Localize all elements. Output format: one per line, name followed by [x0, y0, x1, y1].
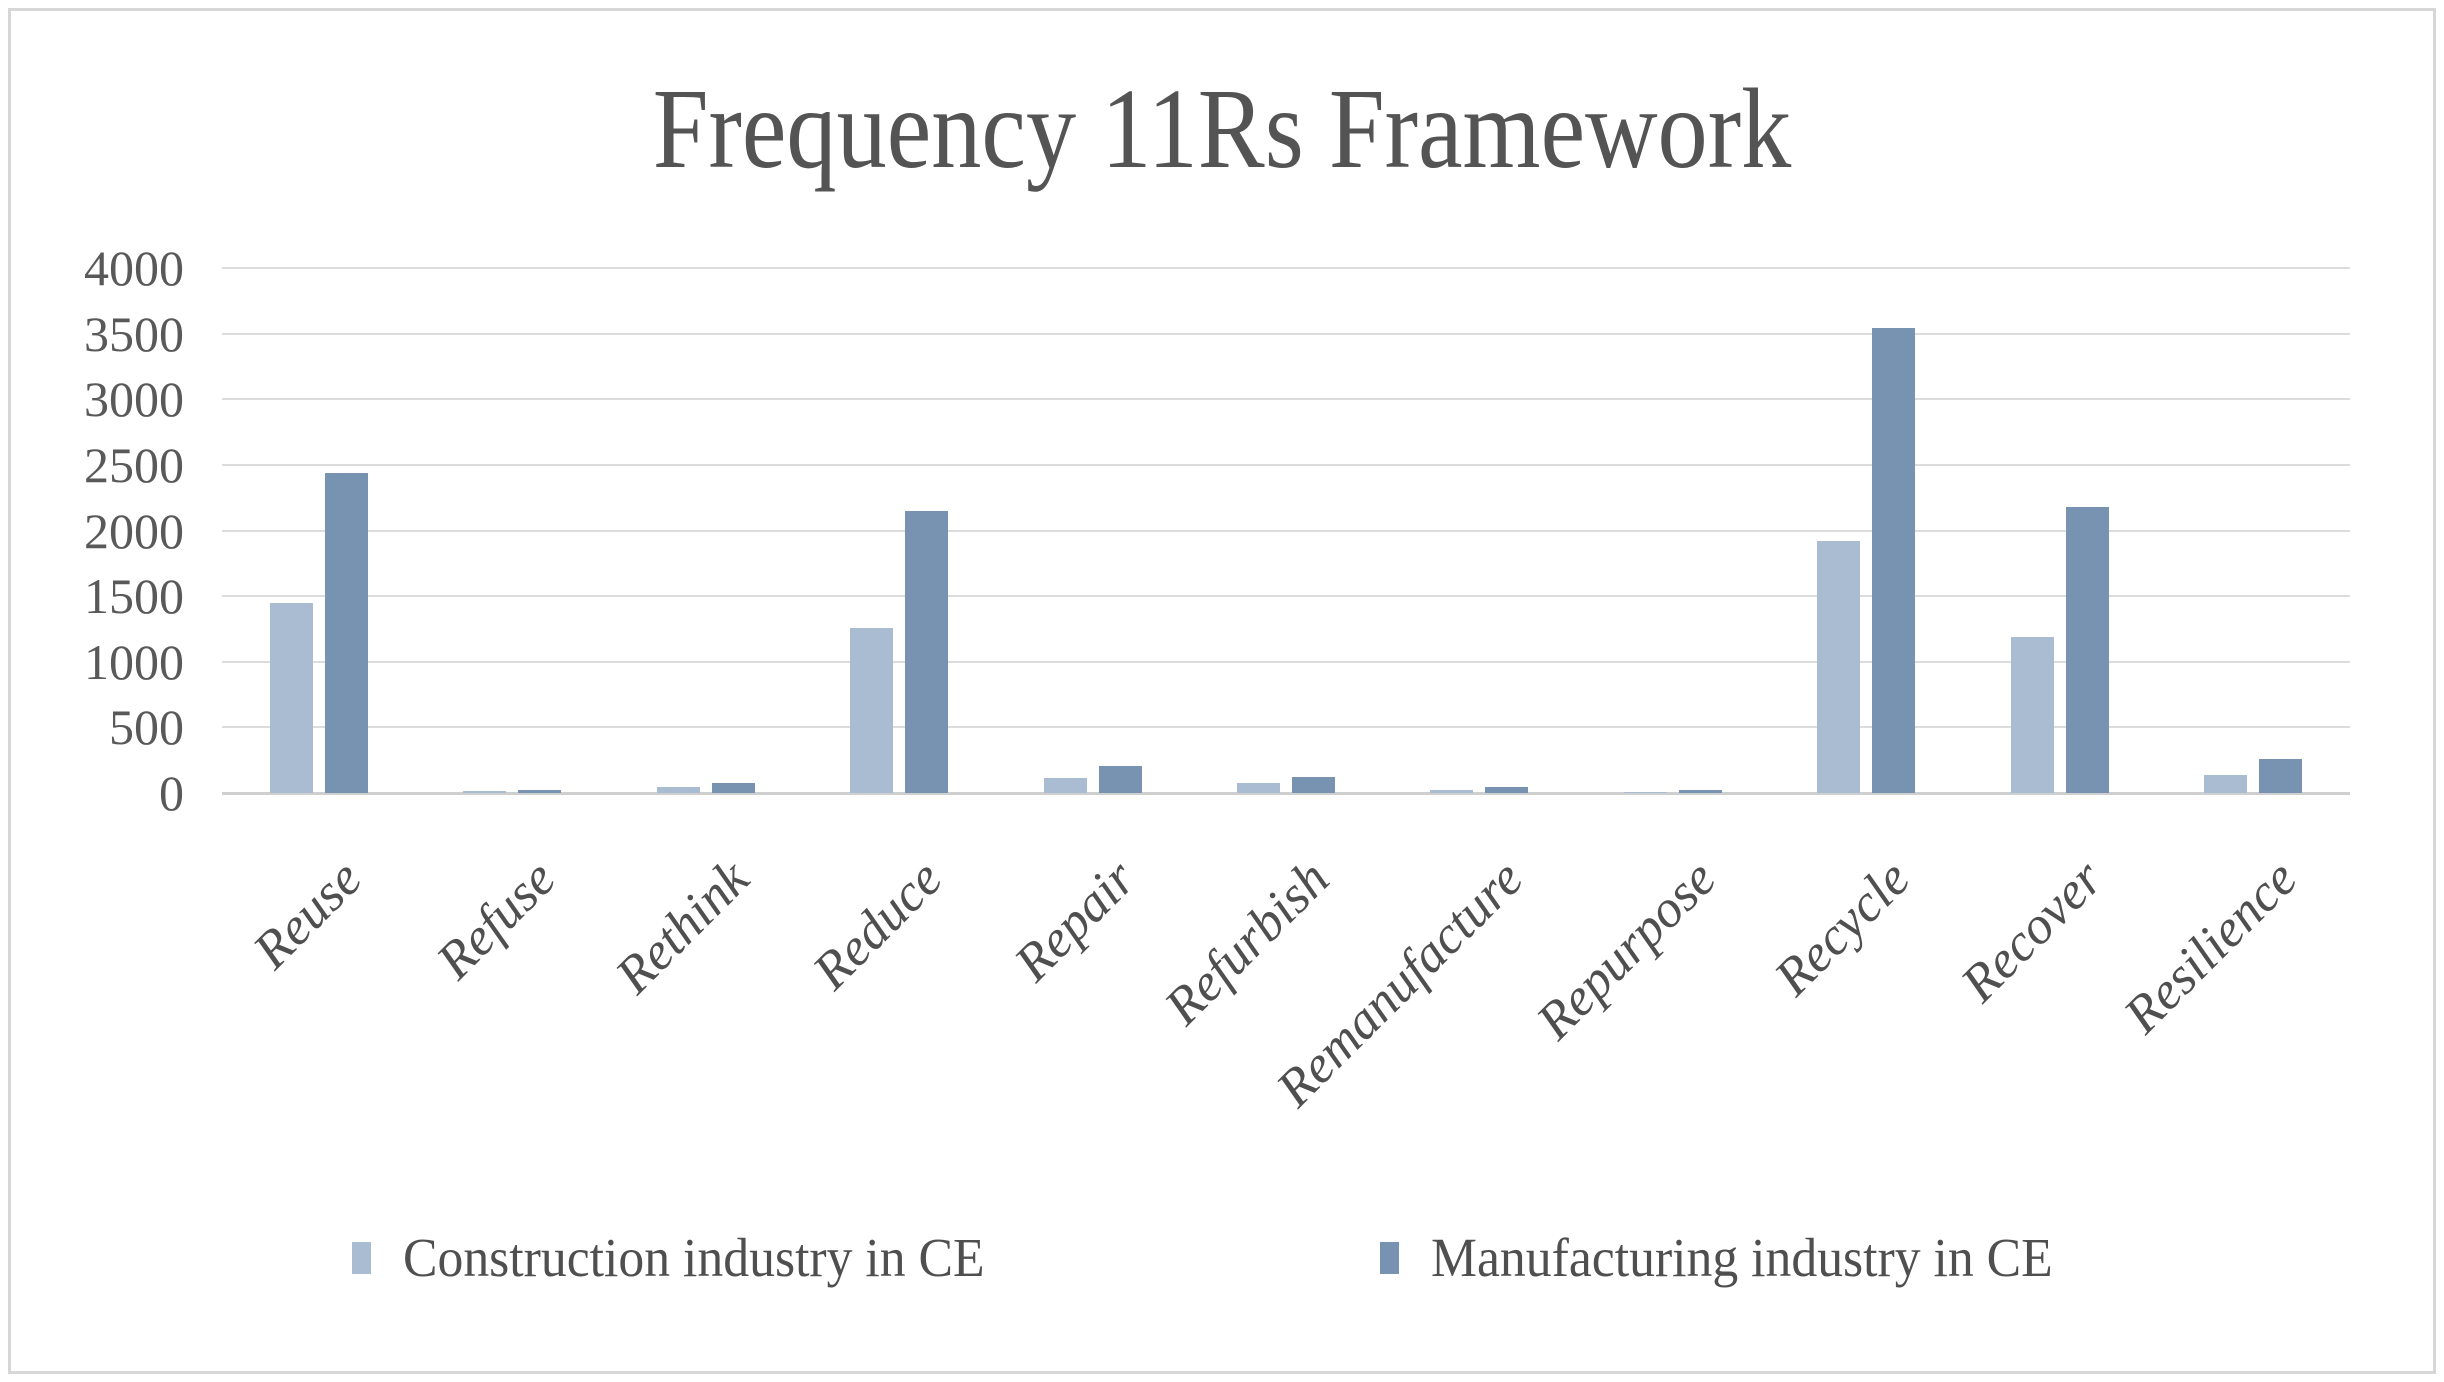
bar-manufacturing-rethink	[711, 783, 755, 793]
bar-construction-recycle	[1817, 541, 1861, 793]
bar-construction-refurbish	[1237, 782, 1280, 793]
chart-border	[8, 8, 2436, 1374]
bar-manufacturing-reduce	[905, 511, 949, 793]
y-axis-tick-label-3500: 3500	[84, 305, 184, 362]
bar-manufacturing-resilience	[2259, 758, 2303, 793]
plot-area: 0 500 1000 1500 2000 2500 3000 3500 4000	[84, 240, 2350, 821]
bar-manufacturing-remanufacture	[1485, 787, 1529, 793]
legend-entry-construction: Construction industry in CE	[351, 1226, 1022, 1289]
gridline-3000	[222, 398, 2350, 401]
bar-construction-recover	[2010, 637, 2054, 793]
x-axis-labels: Reuse Refuse Rethink Reduce Repair Refurbish R…	[222, 849, 2350, 1270]
x-axis-label-rethink: Rethink	[604, 849, 760, 1005]
bar-construction-rethink	[656, 787, 700, 793]
legend-label-construction: Construction industry in CE	[402, 1227, 985, 1288]
bar-construction-remanufacture	[1430, 789, 1474, 793]
y-axis-tick-label-4000: 4000	[84, 240, 184, 296]
y-axis-tick-label-1500: 1500	[84, 568, 184, 625]
bar-manufacturing-refuse	[518, 789, 562, 793]
gridline-3500	[222, 332, 2350, 335]
y-axis-tick-label-1000: 1000	[84, 633, 184, 690]
bar-construction-refuse	[463, 791, 507, 793]
x-axis-label-refurbish: Refurbish	[1153, 849, 1341, 1037]
gridline-2000	[222, 529, 2350, 532]
bar-construction-resilience	[2204, 774, 2248, 793]
x-axis-label-reduce: Reduce	[802, 849, 954, 1001]
chart-title: Frequency 11Rs Framework	[652, 65, 1792, 192]
legend-label-manufacturing: Manufacturing industry in CE	[1430, 1227, 2053, 1288]
legend-marker-manufacturing	[1379, 1241, 1399, 1274]
gridline-4000	[222, 267, 2350, 269]
x-axis-label-recover: Recover	[1950, 849, 2115, 1014]
x-axis-label-resilience: Resilience	[2112, 849, 2308, 1045]
bar-manufacturing-repair	[1098, 766, 1142, 793]
bar-manufacturing-recover	[2065, 506, 2109, 793]
legend: Construction industry in CE Manufacturin…	[0, 1226, 2444, 1289]
bar-manufacturing-refurbish	[1292, 776, 1335, 793]
bar-manufacturing-recycle	[1872, 327, 1916, 793]
gridline-1500	[222, 595, 2350, 598]
x-axis-label-recycle: Recycle	[1763, 849, 1921, 1007]
bar-construction-repurpose	[1623, 791, 1667, 793]
y-axis-tick-label-0: 0	[159, 765, 184, 821]
x-axis-line	[222, 792, 2350, 795]
x-axis-label-refuse: Refuse	[425, 849, 567, 991]
gridline-1000	[222, 660, 2350, 663]
x-axis-label-reuse: Reuse	[242, 849, 374, 980]
gridline-2500	[222, 463, 2350, 466]
gridline-500	[222, 726, 2350, 729]
x-axis-label-repair: Repair	[1003, 849, 1147, 993]
y-axis-tick-label-500: 500	[109, 699, 184, 756]
bar-manufacturing-repurpose	[1678, 790, 1722, 793]
bar-construction-reduce	[850, 628, 894, 793]
bar-manufacturing-reuse	[324, 472, 368, 793]
y-axis-tick-label-3000: 3000	[84, 371, 184, 428]
bar-construction-repair	[1043, 777, 1087, 793]
bar-construction-reuse	[269, 602, 313, 793]
y-axis-tick-label-2500: 2500	[84, 436, 184, 493]
x-axis-label-repurpose: Repurpose	[1525, 849, 1728, 1051]
y-axis-tick-label-2000: 2000	[84, 502, 184, 559]
legend-marker-construction	[351, 1241, 371, 1274]
legend-entry-manufacturing: Manufacturing industry in CE	[1379, 1226, 2092, 1289]
